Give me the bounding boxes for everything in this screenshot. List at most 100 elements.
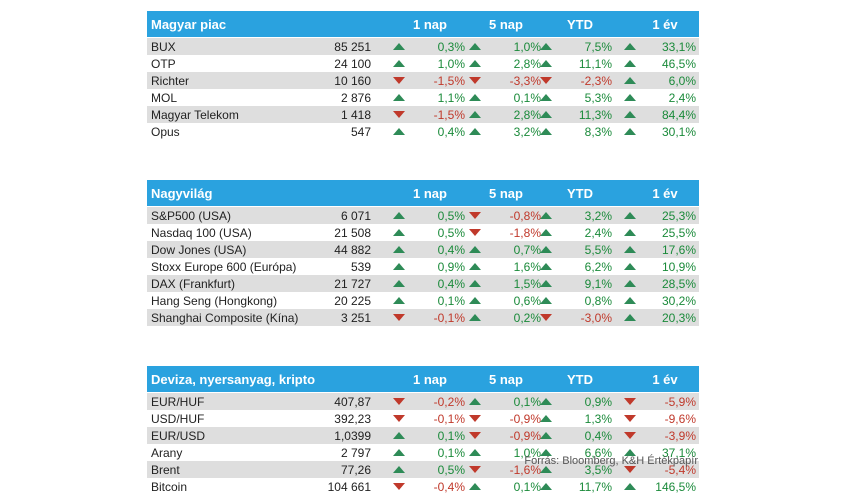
change-cell: -0,4% xyxy=(393,478,465,495)
change-cell: 20,3% xyxy=(624,309,696,326)
arrow-down-icon xyxy=(624,398,636,405)
arrow-up-icon xyxy=(469,449,481,456)
change-percent: 0,1% xyxy=(513,90,541,105)
instrument-value: 392,23 xyxy=(334,411,371,426)
column-header: 1 év xyxy=(652,371,678,387)
change-percent: 9,1% xyxy=(584,276,612,291)
arrow-up-icon xyxy=(540,94,552,101)
change-cell: -0,9% xyxy=(469,427,541,444)
change-cell: 11,3% xyxy=(540,106,612,123)
table-row: Magyar Telekom 1 418 -1,5% 2,8% 11,3% 84,4% xyxy=(147,106,699,123)
change-cell: 3,2% xyxy=(540,207,612,224)
table-row: Hang Seng (Hongkong) 20 225 0,1% 0,6% 0,8% 30… xyxy=(147,292,699,309)
arrow-up-icon xyxy=(540,466,552,473)
instrument-name: Arany xyxy=(151,445,183,460)
instrument-name: Dow Jones (USA) xyxy=(151,242,247,257)
change-percent: -0,1% xyxy=(433,310,465,325)
table-row: BUX 85 251 0,3% 1,0% 7,5% 33,1% xyxy=(147,38,699,55)
arrow-up-icon xyxy=(393,246,405,253)
change-cell: -0,1% xyxy=(393,309,465,326)
change-percent: 5,3% xyxy=(584,90,612,105)
change-cell: 84,4% xyxy=(624,106,696,123)
table-row: Dow Jones (USA) 44 882 0,4% 0,7% 5,5% 17,6% xyxy=(147,241,699,258)
change-cell: 1,5% xyxy=(469,275,541,292)
change-cell: 0,9% xyxy=(393,258,465,275)
change-cell: 3,2% xyxy=(469,123,541,140)
arrow-up-icon xyxy=(540,43,552,50)
arrow-up-icon xyxy=(393,94,405,101)
arrow-up-icon xyxy=(469,60,481,67)
arrow-up-icon xyxy=(624,212,636,219)
change-percent: 0,1% xyxy=(437,428,465,443)
change-cell: 0,8% xyxy=(540,292,612,309)
arrow-down-icon xyxy=(469,432,481,439)
source-note: Forrás: Bloomberg, K&H Értékpapír xyxy=(524,455,698,467)
column-header: 5 nap xyxy=(489,16,523,32)
instrument-name: S&P500 (USA) xyxy=(151,208,232,223)
instrument-name: USD/HUF xyxy=(151,411,205,426)
table-row: Nasdaq 100 (USA) 21 508 0,5% -1,8% 2,4% 25,5% xyxy=(147,224,699,241)
instrument-value: 2 876 xyxy=(340,90,371,105)
instrument-value: 20 225 xyxy=(334,293,371,308)
change-cell: 1,3% xyxy=(540,410,612,427)
change-cell: 0,5% xyxy=(393,461,465,478)
change-percent: 0,5% xyxy=(437,462,465,477)
change-percent: 0,4% xyxy=(437,242,465,257)
instrument-value: 24 100 xyxy=(334,56,371,71)
column-header: YTD xyxy=(567,16,593,32)
instrument-value: 539 xyxy=(350,259,371,274)
change-cell: 0,5% xyxy=(393,224,465,241)
change-cell: -3,3% xyxy=(469,72,541,89)
change-cell: 0,7% xyxy=(469,241,541,258)
change-percent: -0,8% xyxy=(509,208,541,223)
change-percent: 2,8% xyxy=(513,107,541,122)
arrow-up-icon xyxy=(624,94,636,101)
arrow-up-icon xyxy=(393,212,405,219)
arrow-up-icon xyxy=(624,263,636,270)
arrow-up-icon xyxy=(540,297,552,304)
change-percent: 2,4% xyxy=(668,90,696,105)
arrow-up-icon xyxy=(540,212,552,219)
arrow-up-icon xyxy=(393,466,405,473)
arrow-down-icon xyxy=(393,483,405,490)
arrow-down-icon xyxy=(393,398,405,405)
change-percent: 1,0% xyxy=(437,56,465,71)
change-percent: 28,5% xyxy=(661,276,696,291)
change-percent: -3,0% xyxy=(580,310,612,325)
change-cell: 0,1% xyxy=(393,427,465,444)
change-cell: -3,0% xyxy=(540,309,612,326)
column-header: YTD xyxy=(567,371,593,387)
change-percent: 11,3% xyxy=(578,107,612,122)
change-percent: 5,5% xyxy=(584,242,612,257)
arrow-up-icon xyxy=(469,94,481,101)
instrument-name: Stoxx Europe 600 (Európa) xyxy=(151,259,297,274)
change-percent: 3,2% xyxy=(584,208,612,223)
instrument-value: 1 418 xyxy=(340,107,371,122)
instrument-value: 6 071 xyxy=(340,208,371,223)
change-cell: -0,2% xyxy=(393,393,465,410)
arrow-up-icon xyxy=(393,128,405,135)
arrow-up-icon xyxy=(540,483,552,490)
change-percent: 30,1% xyxy=(661,124,696,139)
table-row: USD/HUF 392,23 -0,1% -0,9% 1,3% -9,6% xyxy=(147,410,699,427)
change-percent: -0,9% xyxy=(509,428,541,443)
change-percent: -0,2% xyxy=(433,394,465,409)
change-percent: -1,5% xyxy=(433,73,465,88)
change-percent: 1,1% xyxy=(437,90,465,105)
change-percent: -3,3% xyxy=(509,73,541,88)
change-percent: 0,7% xyxy=(513,242,541,257)
column-header: 5 nap xyxy=(489,185,523,201)
table-row: EUR/USD 1,0399 0,1% -0,9% 0,4% -3,9% xyxy=(147,427,699,444)
change-percent: -9,6% xyxy=(664,411,696,426)
instrument-value: 3 251 xyxy=(340,310,371,325)
instrument-name: EUR/USD xyxy=(151,428,206,443)
market-tables: Magyar piac 1 nap 5 nap YTD 1 év BUX 85 251 0,3… xyxy=(147,11,699,495)
section-title: Nagyvilág xyxy=(151,185,213,201)
change-cell: 5,5% xyxy=(540,241,612,258)
change-percent: -3,9% xyxy=(664,428,696,443)
change-cell: 0,1% xyxy=(469,89,541,106)
arrow-down-icon xyxy=(469,212,481,219)
arrow-up-icon xyxy=(624,449,636,456)
arrow-up-icon xyxy=(624,314,636,321)
change-cell: 0,1% xyxy=(393,444,465,461)
